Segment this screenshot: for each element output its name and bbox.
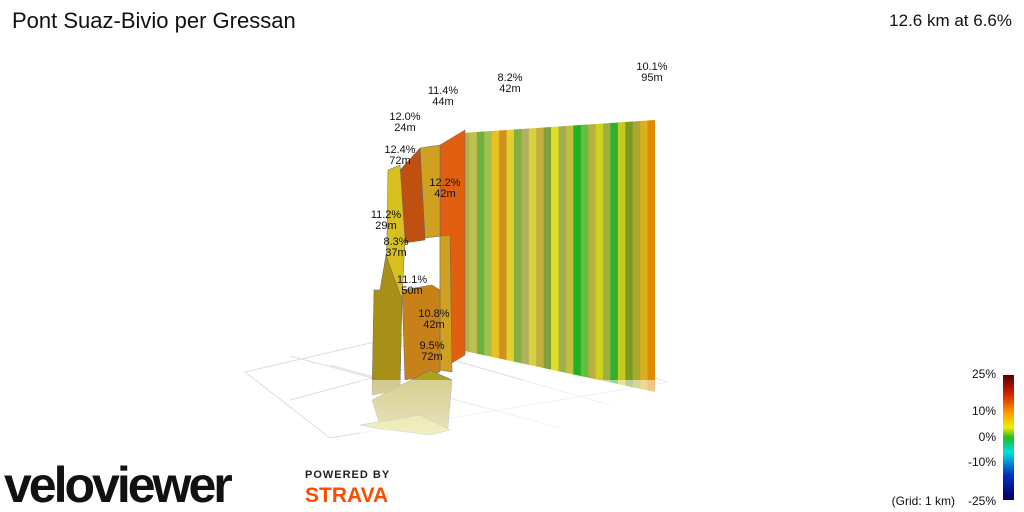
legend-colorbar [1003, 375, 1014, 500]
surface-strip [565, 125, 574, 375]
surface-strip [543, 127, 552, 370]
surface-strip [632, 121, 641, 389]
annotation-length: 29m [375, 220, 396, 232]
annotations: 10.1%95m8.2%42m11.4%44m12.0%24m12.4%72m1… [371, 61, 668, 363]
surface-strip [491, 130, 500, 359]
surface-strip [587, 124, 596, 380]
legend-label: -25% [968, 494, 996, 508]
legend-label: 25% [972, 367, 996, 381]
annotation-grade: 9.5% [419, 340, 444, 352]
annotation-grade: 12.2% [429, 177, 460, 189]
legend-label: -10% [968, 455, 996, 469]
annotation-length: 44m [432, 96, 453, 108]
annotation-grade: 10.8% [418, 308, 449, 320]
surface-strip [609, 122, 618, 384]
surface-strip [528, 128, 537, 367]
surface-strip [580, 124, 589, 378]
surface-strip [483, 131, 492, 357]
annotation-length: 42m [499, 83, 520, 95]
strava-logo: STRAVA [305, 484, 388, 507]
elevation-surface [359, 120, 655, 436]
annotation-grade: 11.2% [371, 209, 402, 221]
annotation-length: 72m [421, 351, 442, 363]
annotation-grade: 8.3% [383, 236, 408, 248]
surface-strip [498, 130, 507, 360]
surface-strip [520, 128, 529, 365]
surface-strip [624, 121, 633, 388]
annotation-length: 50m [401, 285, 422, 297]
annotation-length: 37m [385, 247, 406, 259]
surface-strip [572, 125, 581, 376]
reflection-fade [360, 380, 670, 512]
surface-strip [602, 123, 611, 383]
surface-strip [558, 126, 566, 373]
logo: veloviewer [4, 457, 232, 512]
surface-strip [401, 284, 441, 381]
legend-label: 10% [972, 404, 996, 418]
legend: 25% 10% 0% -10% -25% [968, 367, 996, 508]
surface-strip [513, 129, 522, 364]
annotation-length: 42m [423, 319, 444, 331]
legend-grid-note: (Grid: 1 km) [892, 494, 955, 508]
surface-strip [639, 120, 648, 391]
annotation-grade: 11.4% [428, 85, 459, 97]
annotation-grade: 8.2% [497, 72, 522, 84]
summary: 12.6 km at 6.6% [889, 11, 1012, 30]
annotation-length: 72m [389, 155, 410, 167]
powered-by: POWERED BY [305, 469, 390, 481]
surface-strip [535, 127, 544, 368]
surface-strip [595, 123, 604, 381]
surface-strip [617, 122, 626, 386]
annotation-grade: 10.1% [636, 61, 667, 73]
annotation-length: 24m [394, 122, 415, 134]
annotation-grade: 12.4% [384, 144, 415, 156]
surface-strip [476, 131, 485, 356]
annotation-grade: 12.0% [389, 111, 420, 123]
annotation-length: 95m [641, 72, 662, 84]
annotation-length: 42m [434, 188, 455, 200]
surface-strip [647, 120, 655, 392]
legend-label: 0% [979, 430, 997, 444]
title: Pont Suaz-Bivio per Gressan [12, 8, 296, 33]
surface-strip [506, 129, 514, 362]
surface-strip [468, 132, 477, 354]
surface-strip [550, 126, 559, 372]
annotation-grade: 11.1% [397, 274, 428, 286]
